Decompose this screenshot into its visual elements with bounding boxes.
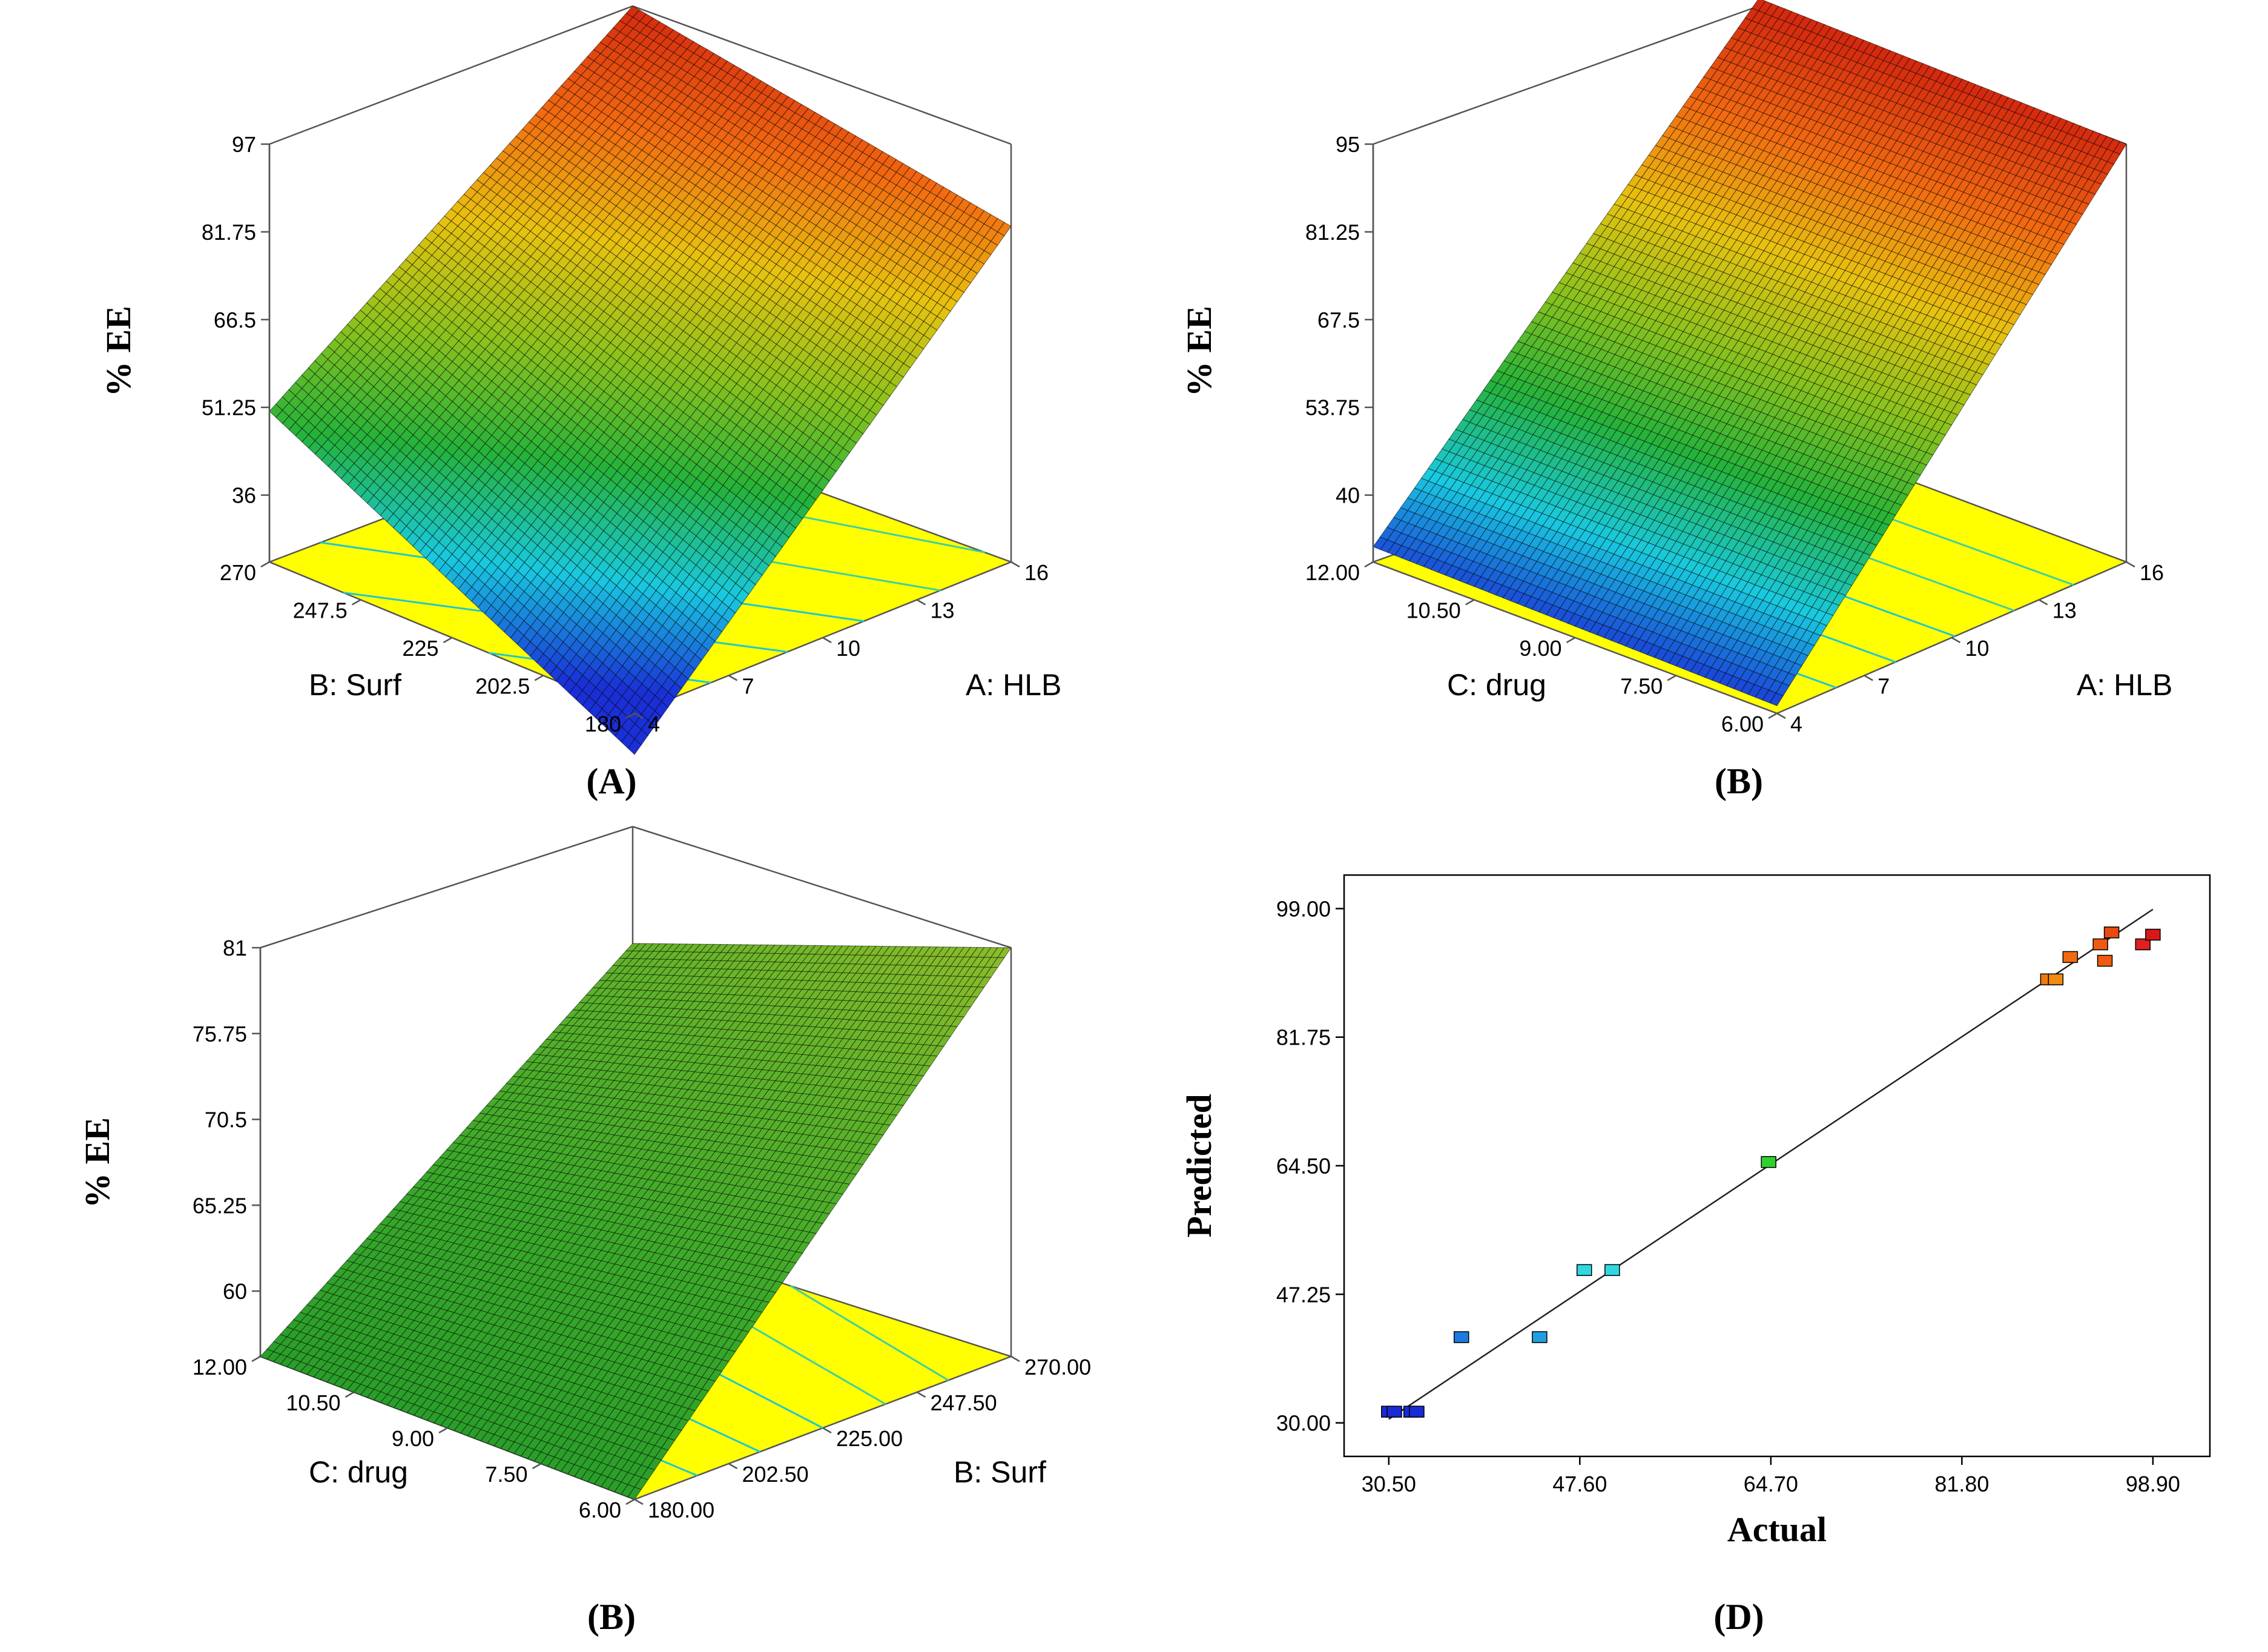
x-tick-label: 13 — [931, 598, 955, 623]
y-tick-label: 180 — [585, 712, 621, 736]
z-tick-label: 36 — [232, 483, 256, 508]
z-tick-label: 97 — [232, 132, 256, 157]
panel-caption: (A) — [586, 761, 636, 801]
y-tick — [443, 636, 453, 644]
z-tick-label: 81.75 — [202, 220, 256, 245]
y-tick — [534, 675, 544, 681]
y-tick-label: 247.5 — [293, 598, 348, 623]
z-axis-title: % EE — [99, 306, 138, 397]
surface-panel-0: 97 81.75 66.5 51.25 36 4 7 10 13 16 180 202.5 225 247… — [99, 5, 1061, 801]
y-tick — [352, 599, 361, 606]
y-axis-title: B: Surf — [309, 668, 401, 702]
x-tick — [916, 599, 926, 606]
response-surface — [269, 5, 1012, 755]
x-tick-label: 16 — [1024, 560, 1049, 585]
y-tick — [260, 561, 270, 568]
z-tick-label: 51.25 — [202, 395, 256, 420]
x-tick — [1010, 561, 1020, 568]
x-tick — [822, 636, 832, 644]
box-edge — [269, 5, 633, 145]
y-tick-label: 225 — [402, 636, 438, 661]
y-tick-label: 270 — [220, 560, 256, 585]
surface-panel-1: 9581.2567.553.7540471013166.007.509.0010… — [1179, 0, 2172, 801]
x-tick-label: 4 — [648, 712, 660, 736]
x-tick-label: 10 — [836, 636, 860, 661]
x-tick-label: 7 — [742, 674, 754, 699]
y-tick-label: 202.5 — [475, 674, 530, 699]
box-edge — [632, 5, 1012, 145]
z-tick-label: 66.5 — [214, 308, 256, 332]
x-tick — [728, 675, 738, 681]
x-axis-title: A: HLB — [966, 668, 1061, 702]
